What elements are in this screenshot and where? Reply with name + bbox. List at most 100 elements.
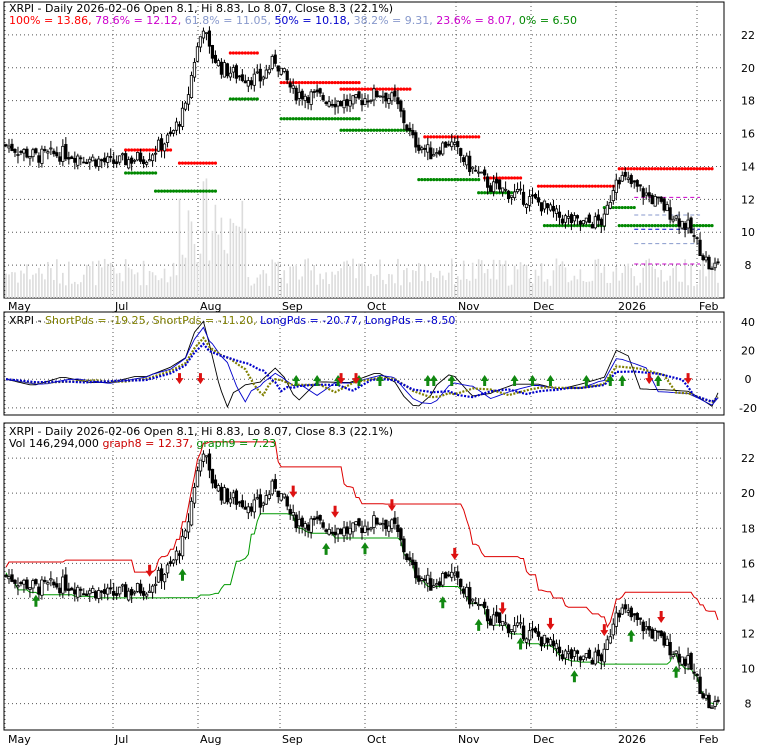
candle-body — [189, 500, 194, 526]
level-dot — [213, 189, 218, 193]
level-dot — [375, 87, 379, 91]
volume-bar — [576, 279, 579, 298]
candle-body — [342, 527, 346, 537]
candle-body — [225, 63, 229, 77]
candle-body — [686, 219, 690, 229]
volume-bar — [558, 264, 561, 298]
candle-body — [28, 587, 32, 590]
candle-body — [548, 204, 553, 211]
level-dot — [632, 224, 636, 228]
level-dot — [165, 148, 170, 152]
level-dot — [390, 87, 394, 91]
volume-bar — [462, 260, 465, 298]
level-dot — [156, 189, 161, 193]
candle-body — [318, 88, 322, 94]
level-dot — [459, 178, 463, 182]
candle-body — [483, 169, 487, 176]
candle-body — [309, 518, 313, 533]
level-dot — [300, 117, 304, 121]
candle-body — [465, 155, 469, 166]
candle-body — [153, 152, 158, 155]
candle-body — [695, 673, 699, 676]
volume-bar — [364, 265, 366, 298]
candle-body — [599, 218, 603, 226]
volume-bar — [534, 269, 537, 298]
volume-bar — [313, 264, 315, 298]
level-dot — [629, 205, 633, 210]
level-dot — [142, 171, 146, 175]
level-dot — [162, 189, 167, 193]
level-dot — [506, 176, 511, 180]
candle-body — [336, 528, 340, 535]
volume-bar — [654, 268, 656, 298]
candle-body — [563, 650, 568, 659]
candle-body — [118, 155, 122, 163]
candle-body — [55, 152, 59, 157]
candle-body — [566, 651, 571, 655]
candle-body — [103, 157, 107, 163]
level-dot — [566, 224, 571, 228]
candle-body — [671, 218, 675, 222]
volume-bar — [391, 274, 393, 298]
candle-body — [536, 197, 541, 203]
candle-body — [515, 622, 520, 626]
level-dot — [608, 184, 612, 188]
volume-bar — [154, 275, 157, 298]
candle-body — [411, 130, 415, 136]
candle-body — [145, 162, 149, 165]
candle-body — [309, 91, 313, 105]
panel-frame — [3, 422, 725, 731]
volume-bar — [666, 280, 668, 298]
x-tick-label: Aug — [200, 733, 221, 745]
candle-body — [240, 500, 245, 508]
volume-bar — [280, 277, 283, 298]
candle-body — [623, 604, 627, 610]
candle-body — [231, 492, 236, 499]
y-tick-label: 18 — [741, 522, 755, 535]
level-dot — [345, 128, 349, 132]
candle-body — [159, 568, 164, 581]
candle-body — [234, 490, 239, 505]
candle-body — [315, 516, 319, 520]
candle-body — [488, 618, 493, 626]
level-dot — [456, 178, 460, 182]
x-tick-label: Dec — [533, 300, 554, 313]
candle-body — [363, 98, 367, 105]
candle-body — [162, 574, 167, 583]
level-dot — [234, 51, 238, 55]
level-dot — [441, 178, 445, 182]
level-dot — [357, 117, 361, 121]
candle-body — [414, 132, 418, 148]
volume-bar — [118, 272, 121, 298]
candle-body — [222, 487, 227, 504]
candle-body — [210, 45, 215, 59]
candle-body — [324, 529, 328, 532]
candle-body — [420, 578, 424, 581]
candle-body — [707, 256, 711, 270]
volume-bar — [714, 259, 716, 298]
candle-body — [255, 497, 259, 500]
candle-body — [31, 149, 35, 158]
candle-body — [252, 499, 257, 513]
level-dot — [336, 80, 340, 85]
candle-body — [109, 156, 113, 158]
level-dot — [644, 167, 648, 171]
x-tick-label: Aug — [200, 300, 221, 313]
volume-bar — [382, 279, 384, 298]
level-dot — [578, 184, 582, 188]
level-dot — [354, 80, 358, 85]
level-dot — [474, 178, 478, 182]
level-dot — [587, 224, 591, 228]
candle-body — [291, 511, 295, 516]
candle-body — [512, 191, 517, 199]
level-dot — [629, 167, 633, 171]
level-dot — [501, 176, 505, 180]
candle-body — [321, 95, 325, 101]
level-dot — [623, 205, 627, 210]
volume-bar — [418, 262, 420, 298]
volume-bar — [295, 264, 297, 298]
volume-bar — [8, 274, 10, 298]
candle-body — [165, 134, 170, 143]
candle-body — [111, 590, 116, 596]
volume-bar — [594, 259, 597, 298]
